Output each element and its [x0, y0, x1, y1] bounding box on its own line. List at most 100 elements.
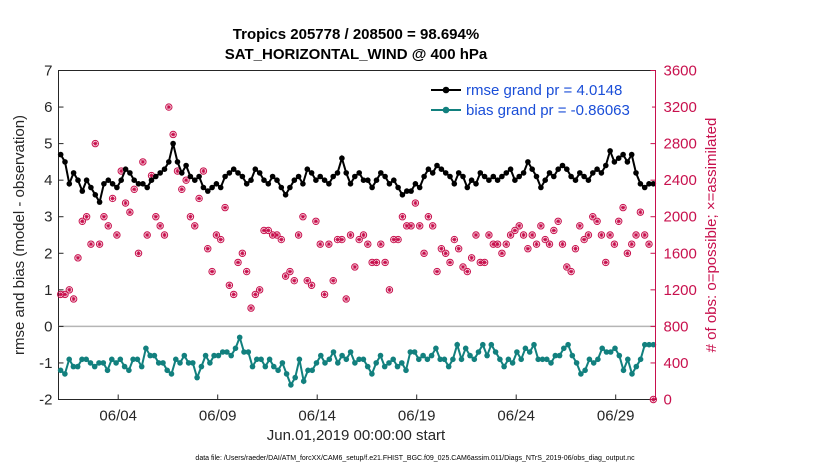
y-tick-label-right: 2800 [664, 136, 697, 153]
obs-possible-marker [108, 194, 117, 203]
obs-assimilated-marker [426, 214, 431, 219]
obs-assimilated-marker [88, 241, 94, 247]
obs-possible-marker [165, 103, 173, 111]
rmse-point [624, 159, 631, 165]
obs-assimilated-marker [127, 209, 133, 215]
obs-possible-marker [91, 139, 99, 148]
rmse-point [222, 173, 228, 180]
bias-point [633, 363, 640, 370]
obs-assimilated-marker [404, 223, 409, 229]
bias-point [407, 349, 414, 355]
obs-possible-marker [186, 213, 195, 221]
obs-assimilated-marker [434, 269, 440, 274]
obs-assimilated-marker [110, 196, 115, 201]
bias-point [590, 360, 597, 366]
x-tick-label: 06/14 [298, 408, 336, 425]
y-tick-label-right: 1600 [664, 245, 697, 262]
bias-point [271, 363, 277, 370]
bias-point [522, 345, 529, 352]
y-tick-label-left: 1 [44, 282, 52, 299]
bias-point [305, 367, 311, 374]
obs-assimilated-marker [287, 269, 293, 274]
y-tick-label-right: 0 [664, 392, 672, 409]
obs-possible-marker [312, 217, 320, 225]
obs-assimilated-marker [369, 260, 375, 265]
obs-possible-marker [264, 226, 273, 235]
obs-possible-marker [623, 249, 632, 257]
bias-point [288, 382, 294, 388]
rmse-point [269, 173, 276, 180]
obs-assimilated-marker [123, 200, 128, 206]
rmse-point [581, 173, 587, 180]
obs-possible-marker [221, 203, 229, 212]
rmse-point [157, 170, 163, 176]
rmse-point [287, 184, 293, 191]
y-axis-label-right: # of obs: o=possible; ×=assimilated [703, 118, 720, 353]
rmse-point [200, 184, 207, 191]
obs-assimilated-marker [75, 255, 81, 261]
rmse-point [92, 192, 99, 198]
bias-point [313, 360, 320, 366]
bias-point [194, 374, 200, 381]
rmse-point [481, 173, 488, 180]
bias-point [330, 349, 337, 355]
obs-assimilated-marker [192, 223, 197, 229]
obs-assimilated-marker [157, 223, 163, 229]
bias-point [91, 363, 98, 370]
rmse-point [546, 170, 553, 176]
plot-area [58, 70, 656, 400]
rmse-point [628, 151, 635, 158]
bias-point [117, 356, 124, 363]
obs-possible-marker [511, 226, 519, 235]
rmse-point [598, 170, 605, 176]
rmse-point [339, 155, 345, 161]
obs-assimilated-marker [132, 187, 137, 192]
obs-assimilated-marker [530, 232, 535, 238]
obs-possible-marker [437, 245, 446, 253]
obs-possible-marker [121, 199, 130, 207]
bias-point [155, 360, 162, 366]
obs-possible-marker [381, 258, 389, 267]
rmse-point [568, 173, 574, 180]
rmse-point [516, 173, 522, 180]
rmse-point [585, 177, 592, 183]
obs-possible-marker [632, 231, 640, 239]
bias-point [437, 356, 444, 363]
obs-assimilated-marker [97, 241, 102, 247]
bias-point [198, 363, 205, 370]
bias-point [121, 363, 128, 370]
rmse-point [512, 177, 518, 183]
obs-possible-marker [82, 213, 91, 221]
rmse-point [122, 166, 129, 172]
rmse-point [455, 170, 462, 176]
obs-possible-marker [394, 235, 402, 244]
y-tick-label-right: 800 [664, 318, 689, 335]
rmse-point [477, 170, 484, 176]
y-tick-label-left: -1 [39, 355, 52, 372]
rmse-point [326, 181, 332, 187]
obs-possible-marker [242, 267, 251, 276]
obs-possible-marker [636, 208, 645, 216]
obs-assimilated-marker [612, 241, 617, 247]
rmse-point [451, 181, 458, 187]
obs-assimilated-marker [227, 283, 232, 288]
obs-possible-marker [528, 231, 536, 239]
rmse-point [520, 170, 527, 176]
bias-point [228, 352, 234, 359]
obs-assimilated-marker [179, 187, 184, 192]
rmse-point [243, 181, 250, 187]
y-tick-label-left: 6 [44, 99, 52, 116]
rmse-point [256, 170, 263, 176]
bias-point [62, 371, 68, 377]
rmse-point [57, 151, 64, 158]
y-tick-label-right: 2000 [664, 209, 697, 226]
rmse-point [248, 177, 254, 183]
bias-point [207, 360, 213, 366]
obs-assimilated-marker [175, 168, 180, 174]
rmse-point [464, 184, 471, 191]
bias-point [586, 356, 593, 363]
bias-point [501, 363, 507, 370]
obs-assimilated-marker [395, 237, 401, 242]
bias-point [70, 363, 77, 370]
